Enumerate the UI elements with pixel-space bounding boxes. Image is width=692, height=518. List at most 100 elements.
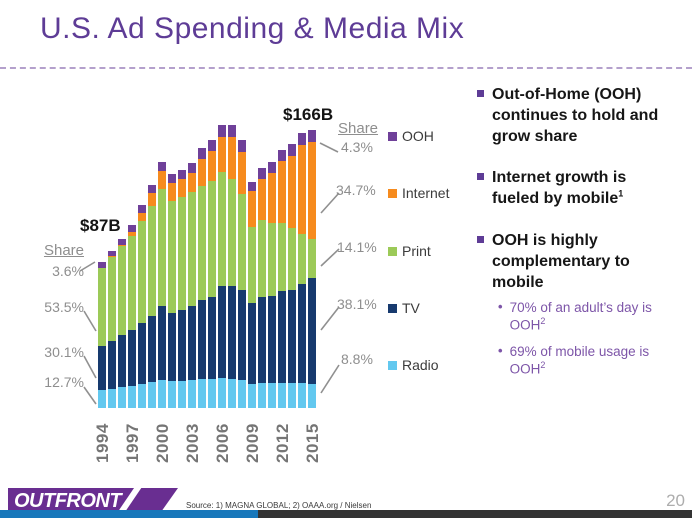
bar-segment-tv — [148, 315, 156, 382]
bar-segment-radio — [158, 379, 166, 408]
bar-1999 — [148, 185, 156, 408]
bar-segment-internet — [168, 183, 176, 202]
square-bullet-icon — [477, 173, 484, 181]
legend-swatch-internet — [388, 188, 397, 198]
bar-segment-internet — [138, 212, 146, 221]
sub-bullet-text: 69% of mobile usage is OOH — [509, 343, 650, 377]
legend-item-internet: Internet — [388, 185, 449, 201]
bar-segment-print — [248, 227, 256, 304]
bar-segment-radio — [278, 382, 286, 408]
bar-2012 — [278, 150, 286, 408]
bar-2006 — [218, 125, 226, 408]
bar-1998 — [138, 205, 146, 408]
share-2015-tv: 38.1% — [337, 296, 377, 312]
bar-segment-tv — [118, 335, 126, 388]
bar-segment-tv — [218, 286, 226, 379]
bar-segment-radio — [178, 380, 186, 408]
footer-accent-bar-blue — [0, 510, 258, 518]
legend-item-tv: TV — [388, 300, 420, 316]
bar-segment-radio — [148, 381, 156, 408]
bar-segment-radio — [98, 389, 106, 408]
bar-segment-ooh — [158, 161, 166, 172]
bar-segment-tv — [268, 295, 276, 383]
bar-2007 — [228, 124, 236, 408]
bar-segment-tv — [208, 297, 216, 379]
bar-segment-tv — [98, 345, 106, 390]
bar-segment-ooh — [98, 262, 106, 268]
key-points-panel: Out-of-Home (OOH) continues to hold and … — [470, 84, 688, 407]
bar-segment-print — [208, 181, 216, 298]
bar-segment-internet — [118, 245, 126, 247]
bar-segment-tv — [308, 277, 316, 384]
legend-swatch-tv — [388, 303, 397, 313]
bar-1997 — [128, 225, 136, 408]
x-axis-label-1994: 1994 — [92, 423, 112, 463]
bar-segment-radio — [228, 378, 236, 408]
sub-bullet-mobile-usage: • 69% of mobile usage is OOH2 — [492, 343, 674, 378]
bar-segment-internet — [278, 161, 286, 224]
bar-segment-print — [228, 178, 236, 286]
bar-segment-ooh — [148, 185, 156, 194]
bar-segment-print — [308, 238, 316, 278]
bar-segment-radio — [108, 388, 116, 408]
bar-2000 — [158, 161, 166, 408]
legend-item-radio: Radio — [388, 357, 439, 373]
bar-segment-print — [198, 185, 206, 301]
footer-accent-bar-dark — [258, 510, 692, 518]
bar-segment-tv — [188, 305, 196, 381]
x-axis-label-2015: 2015 — [302, 423, 322, 463]
sub-bullet-text: 70% of an adult’s day is OOH — [509, 299, 652, 333]
bar-segment-radio — [298, 383, 306, 408]
bar-1996 — [118, 238, 126, 408]
footnote-ref: 1 — [618, 189, 624, 200]
bar-1995 — [108, 250, 116, 408]
bar-segment-internet — [208, 150, 216, 182]
bar-segment-radio — [248, 383, 256, 408]
bar-2010 — [258, 168, 266, 408]
legend-label: Radio — [402, 357, 439, 373]
legend-item-print: Print — [388, 243, 431, 259]
bar-segment-print — [188, 192, 196, 306]
bar-segment-print — [278, 223, 286, 292]
bar-segment-internet — [158, 171, 166, 190]
x-axis-label-2009: 2009 — [242, 423, 262, 463]
bullet-text: Internet growth is fueled by mobile — [492, 169, 627, 208]
bar-segment-internet — [188, 172, 196, 193]
bar-segment-ooh — [128, 225, 136, 233]
bar-segment-radio — [128, 386, 136, 408]
bar-segment-ooh — [168, 174, 176, 184]
share-2015-internet: 34.7% — [336, 182, 376, 198]
bar-segment-print — [148, 206, 156, 316]
legend-swatch-print — [388, 246, 397, 256]
bar-segment-ooh — [268, 161, 276, 173]
footnote-ref: 2 — [540, 316, 546, 327]
square-bullet-icon — [477, 235, 484, 243]
bar-segment-print — [298, 234, 306, 285]
dot-bullet-icon: • — [498, 298, 503, 314]
bar-1994 — [98, 262, 106, 408]
bar-2014 — [298, 133, 306, 408]
bar-segment-tv — [248, 303, 256, 384]
bar-segment-internet — [128, 232, 136, 236]
sub-bullet-adult-day: • 70% of an adult’s day is OOH2 — [492, 299, 674, 334]
bar-segment-tv — [128, 330, 136, 387]
bar-segment-ooh — [238, 140, 246, 152]
bullet-internet-mobile: Internet growth is fueled by mobile1 — [470, 167, 688, 209]
bar-segment-radio — [238, 380, 246, 408]
bar-segment-radio — [258, 382, 266, 408]
bar-segment-print — [288, 227, 296, 290]
bar-segment-ooh — [308, 130, 316, 143]
bar-2003 — [188, 163, 196, 408]
share-2015-ooh: 4.3% — [341, 139, 373, 155]
share-1994-radio: 12.7% — [44, 374, 84, 390]
source-text: Source: 1) MAGNA GLOBAL; 2) OAAA.org / N… — [186, 501, 372, 510]
bullet-ooh-complementary: OOH is highly complementary to mobile • … — [470, 230, 688, 387]
bar-segment-internet — [268, 172, 276, 223]
x-axis-label-2000: 2000 — [152, 423, 172, 463]
bar-segment-internet — [148, 193, 156, 207]
bar-segment-radio — [308, 383, 316, 408]
dot-bullet-icon: • — [498, 342, 503, 358]
bar-segment-internet — [228, 136, 236, 179]
